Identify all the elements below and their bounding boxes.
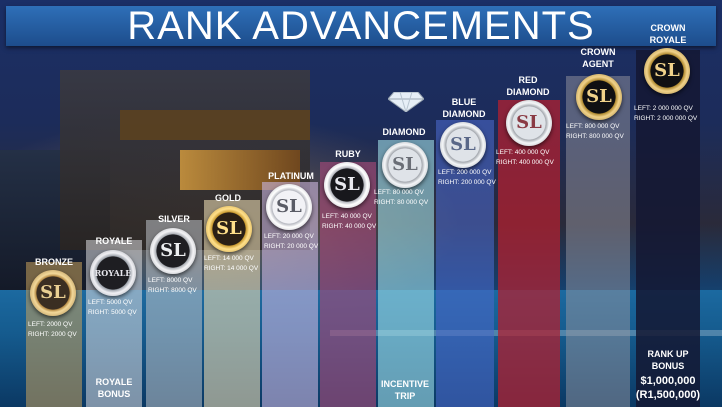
silver-badge-icon: SL xyxy=(150,228,196,274)
rank-name-red-diamond: RED DIAMOND xyxy=(506,75,550,97)
crown-royale-monogram: SL xyxy=(654,60,680,81)
red-diamond-monogram: SL xyxy=(516,112,542,133)
rank-name-platinum: PLATINUM xyxy=(268,171,314,181)
platinum-badge-icon: SL xyxy=(266,184,312,230)
diamond-badge-icon: SL xyxy=(382,142,428,188)
red-diamond-badge-icon: SL xyxy=(506,100,552,146)
rank-up-bonus-line2: BONUS xyxy=(651,361,685,371)
silver-monogram: SL xyxy=(160,240,186,261)
ruby-badge-icon: SL xyxy=(324,162,370,208)
qv-left-crown-agent: LEFT: 800 000 QV xyxy=(566,123,620,130)
rank-name-crown-royale: CROWN ROYALE xyxy=(649,23,687,45)
qv-left-royale: LEFT: 5000 QV xyxy=(88,299,133,306)
royale-bonus-line1: ROYALE xyxy=(95,377,133,387)
incentive-trip-line1: INCENTIVE xyxy=(380,379,429,389)
qv-left-platinum: LEFT: 20 000 QV xyxy=(264,233,314,240)
rank-name-royale: ROYALE xyxy=(95,236,133,246)
diamond-gem-icon xyxy=(387,91,425,114)
bar-crown-agent xyxy=(566,76,630,407)
royale-badge-icon: ROYALE xyxy=(90,250,136,296)
qv-left-silver: LEFT: 8000 QV xyxy=(148,277,193,284)
platinum-monogram: SL xyxy=(276,196,302,217)
qv-right-royale: RIGHT: 5000 QV xyxy=(88,309,137,316)
slide-title: RANK ADVANCEMENTS xyxy=(127,4,595,48)
bronze-badge-icon: SL xyxy=(30,270,76,316)
bar-red-diamond xyxy=(498,100,560,407)
crown-royale-badge-icon: SL xyxy=(644,48,690,94)
qv-left-diamond: LEFT: 80 000 QV xyxy=(374,189,424,196)
qv-right-platinum: RIGHT: 20 000 QV xyxy=(264,243,319,250)
bar-crown-royale xyxy=(636,50,700,407)
ruby-monogram: SL xyxy=(334,174,360,195)
qv-right-bronze: RIGHT: 2000 QV xyxy=(28,331,77,338)
qv-right-ruby: RIGHT: 40 000 QV xyxy=(322,223,377,230)
qv-right-red-diamond: RIGHT: 400 000 QV xyxy=(496,159,554,166)
qv-right-diamond: RIGHT: 80 000 QV xyxy=(374,199,429,206)
rank-name-silver: SILVER xyxy=(158,214,190,224)
crown-agent-monogram: SL xyxy=(586,86,612,107)
rank-name-gold: GOLD xyxy=(215,193,241,203)
royale-bonus-line2: BONUS xyxy=(97,389,131,399)
bronze-monogram: SL xyxy=(40,282,66,303)
qv-left-bronze: LEFT: 2000 QV xyxy=(28,321,73,328)
blue-diamond-badge-icon: SL xyxy=(440,122,486,168)
rank-up-bonus-amount-zar: (R1,500,000) xyxy=(635,389,701,401)
rank-up-bonus-line1: RANK UP xyxy=(647,349,689,359)
crown-agent-badge-icon: SL xyxy=(576,74,622,120)
blue-diamond-monogram: SL xyxy=(450,134,476,155)
rank-name-blue-diamond: BLUE DIAMOND xyxy=(442,97,486,119)
qv-left-crown-royale: LEFT: 2 000 000 QV xyxy=(634,105,693,112)
qv-left-ruby: LEFT: 40 000 QV xyxy=(322,213,372,220)
qv-right-crown-royale: RIGHT: 2 000 000 QV xyxy=(634,115,698,122)
qv-left-red-diamond: LEFT: 400 000 QV xyxy=(496,149,550,156)
background-house-window xyxy=(120,110,310,140)
title-banner xyxy=(6,6,716,46)
incentive-trip-line2: TRIP xyxy=(394,391,416,401)
gold-badge-icon: SL xyxy=(206,206,252,252)
rank-name-ruby: RUBY xyxy=(335,149,361,159)
diamond-monogram: SL xyxy=(392,154,418,175)
rank-up-bonus-amount-usd: $1,000,000 xyxy=(640,375,696,387)
qv-right-blue-diamond: RIGHT: 200 000 QV xyxy=(438,179,496,186)
qv-right-silver: RIGHT: 8000 QV xyxy=(148,287,197,294)
qv-left-blue-diamond: LEFT: 200 000 QV xyxy=(438,169,492,176)
qv-right-gold: RIGHT: 14 000 QV xyxy=(204,265,259,272)
rank-name-crown-agent: CROWN AGENT xyxy=(580,47,616,69)
royale-monogram: ROYALE xyxy=(94,268,132,278)
qv-right-crown-agent: RIGHT: 800 000 QV xyxy=(566,133,624,140)
rank-name-diamond: DIAMOND xyxy=(382,127,426,137)
qv-left-gold: LEFT: 14 000 QV xyxy=(204,255,254,262)
gold-monogram: SL xyxy=(216,218,242,239)
rank-name-bronze: BRONZE xyxy=(35,257,73,267)
